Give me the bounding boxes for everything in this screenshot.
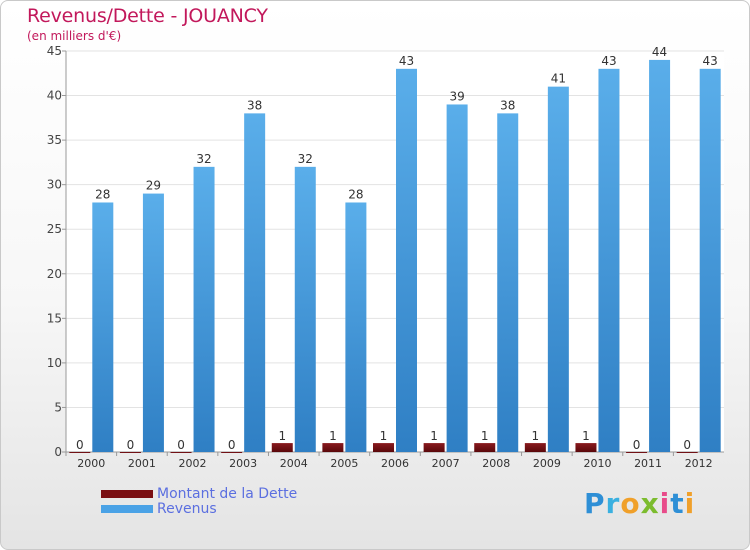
x-tick-label-2007: 2007 xyxy=(432,457,460,470)
bar-revenus-2002 xyxy=(193,166,215,452)
label-revenus-2006: 43 xyxy=(399,54,414,68)
y-tick-label: 25 xyxy=(47,222,62,236)
label-dette-2005: 1 xyxy=(329,429,337,443)
label-revenus-2003: 38 xyxy=(247,98,262,112)
label-revenus-2007: 39 xyxy=(449,89,464,103)
label-dette-2001: 0 xyxy=(127,438,135,452)
label-revenus-2010: 43 xyxy=(601,54,616,68)
bar-revenus-2006 xyxy=(396,68,417,453)
label-revenus-2005: 28 xyxy=(348,187,363,201)
bar-dette-2009 xyxy=(524,443,546,452)
legend-swatch-dette xyxy=(101,490,153,498)
label-dette-2011: 0 xyxy=(633,438,641,452)
bar-dette-2004 xyxy=(271,443,293,452)
bar-dette-2001 xyxy=(119,452,141,453)
bar-dette-2011 xyxy=(626,452,648,453)
x-tick-label-2001: 2001 xyxy=(128,457,156,470)
y-tick-label: 20 xyxy=(47,267,62,281)
y-tick-label: 5 xyxy=(54,400,62,414)
y-tick-label: 15 xyxy=(47,311,62,325)
x-tick-label-2002: 2002 xyxy=(179,457,207,470)
label-dette-2000: 0 xyxy=(76,438,84,452)
x-tick-label-2008: 2008 xyxy=(482,457,510,470)
x-tick-label-2003: 2003 xyxy=(229,457,257,470)
label-dette-2002: 0 xyxy=(177,438,185,452)
bar-dette-2008 xyxy=(474,443,496,452)
legend-swatch-revenus xyxy=(101,505,153,513)
x-tick-label-2010: 2010 xyxy=(583,457,611,470)
proxiti-logo: Proxiti xyxy=(584,487,696,520)
label-dette-2010: 1 xyxy=(582,429,590,443)
bar-revenus-2000 xyxy=(92,202,114,452)
bar-revenus-2011 xyxy=(649,59,671,453)
y-tick-label: 40 xyxy=(47,89,62,103)
label-revenus-2000: 28 xyxy=(95,187,110,201)
label-revenus-2002: 32 xyxy=(196,152,211,166)
bar-revenus-2001 xyxy=(142,193,164,453)
label-dette-2008: 1 xyxy=(481,429,489,443)
label-revenus-2011: 44 xyxy=(652,45,667,59)
label-revenus-2008: 38 xyxy=(500,98,515,112)
y-tick-label: 10 xyxy=(47,356,62,370)
legend-label-dette: Montant de la Dette xyxy=(157,486,298,502)
y-tick-label: 35 xyxy=(47,133,62,147)
bar-revenus-2008 xyxy=(497,113,519,452)
label-dette-2007: 1 xyxy=(430,429,438,443)
label-dette-2009: 1 xyxy=(532,429,540,443)
bar-dette-2002 xyxy=(170,452,192,453)
bar-dette-2007 xyxy=(423,443,445,452)
bar-dette-2006 xyxy=(373,443,394,452)
label-revenus-2001: 29 xyxy=(146,179,161,193)
label-revenus-2012: 43 xyxy=(703,54,718,68)
bar-revenus-2004 xyxy=(294,166,316,452)
label-revenus-2009: 41 xyxy=(551,72,566,86)
bar-revenus-2007 xyxy=(446,104,468,452)
chart-title: Revenus/Dette - JOUANCY xyxy=(27,5,268,27)
x-tick-label-2000: 2000 xyxy=(77,457,105,470)
x-tick-label-2011: 2011 xyxy=(634,457,662,470)
legend-label-revenus: Revenus xyxy=(157,501,217,517)
y-tick-label: 30 xyxy=(47,178,62,192)
label-dette-2004: 1 xyxy=(278,429,286,443)
plot-area xyxy=(66,51,724,452)
bar-dette-2000 xyxy=(69,452,91,453)
bar-dette-2012 xyxy=(676,452,698,453)
bar-revenus-2003 xyxy=(244,113,266,452)
label-dette-2006: 1 xyxy=(380,429,388,443)
bar-revenus-2009 xyxy=(547,86,569,453)
bar-dette-2010 xyxy=(575,443,597,452)
y-tick-label: 45 xyxy=(47,44,62,58)
label-dette-2012: 0 xyxy=(683,438,691,452)
label-dette-2003: 0 xyxy=(228,438,236,452)
x-tick-label-2005: 2005 xyxy=(330,457,358,470)
label-revenus-2004: 32 xyxy=(298,152,313,166)
x-tick-label-2009: 2009 xyxy=(533,457,561,470)
x-tick-label-2012: 2012 xyxy=(685,457,713,470)
x-tick-label-2004: 2004 xyxy=(280,457,308,470)
bar-revenus-2005 xyxy=(345,202,367,452)
chart-subtitle: (en milliers d'€) xyxy=(27,29,122,43)
bar-revenus-2010 xyxy=(598,68,620,453)
x-tick-label-2006: 2006 xyxy=(381,457,409,470)
y-tick-label: 0 xyxy=(54,445,62,459)
bar-dette-2003 xyxy=(221,452,243,453)
bar-revenus-2012 xyxy=(699,68,721,453)
bar-dette-2005 xyxy=(322,443,344,452)
